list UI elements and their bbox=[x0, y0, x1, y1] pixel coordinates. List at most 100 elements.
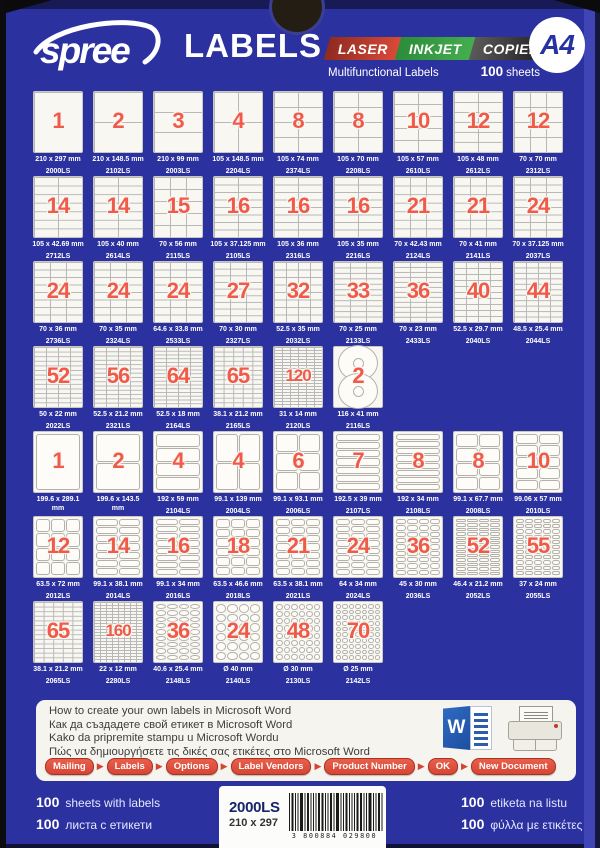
label-cells bbox=[96, 434, 140, 490]
label-card: 24 bbox=[33, 261, 83, 323]
label-size: 99.1 x 139 mm bbox=[214, 496, 262, 503]
label-cells bbox=[456, 519, 500, 575]
label-row: 52 50 x 22 mm 2022LS 56 52.5 x 21.2 mm 2321LS… bbox=[30, 345, 600, 431]
label-cells bbox=[216, 434, 260, 490]
label-size: 99.1 x 38.1 mm bbox=[93, 581, 143, 588]
label-cut-lines bbox=[394, 92, 442, 152]
label-code: 2612LS bbox=[465, 167, 491, 175]
word-icon: W bbox=[443, 706, 492, 750]
label-card: 55 bbox=[513, 516, 563, 578]
label-card: 8 bbox=[453, 431, 503, 493]
label-code: 2036LS bbox=[405, 592, 431, 600]
label-size: 63.5 x 72 mm bbox=[36, 581, 80, 588]
label-size: 105 x 40 mm bbox=[97, 241, 139, 248]
label-size: 99.1 x 67.7 mm bbox=[453, 496, 503, 503]
label-cells bbox=[336, 434, 380, 490]
label-format-2024LS: 24 64 x 34 mm 2024LS bbox=[330, 516, 386, 601]
label-cut-lines bbox=[34, 347, 82, 407]
label-cut-lines bbox=[514, 92, 562, 152]
label-size: 192.5 x 39 mm bbox=[334, 496, 382, 503]
label-code: 2165LS bbox=[225, 422, 251, 430]
label-code: 2012LS bbox=[45, 592, 71, 600]
label-card: 12 bbox=[33, 516, 83, 578]
label-card: 21 bbox=[453, 176, 503, 238]
label-count: 52 bbox=[466, 532, 490, 558]
label-format-2052LS: 52 46.4 x 21.2 mm 2052LS bbox=[450, 516, 506, 601]
label-count: 14 bbox=[46, 192, 70, 218]
label-format-2105LS: 16 105 x 37.125 mm 2105LS bbox=[210, 176, 266, 261]
label-size: 45 x 30 mm bbox=[399, 581, 437, 588]
label-count: 4 bbox=[172, 447, 184, 473]
label-code: 2040LS bbox=[465, 337, 491, 345]
label-card: 15 bbox=[153, 176, 203, 238]
label-format-2018LS: 18 63.5 x 46.6 mm 2018LS bbox=[210, 516, 266, 601]
label-code: 2133LS bbox=[345, 337, 371, 345]
label-count: 4 bbox=[232, 107, 244, 133]
label-cut-lines bbox=[94, 347, 142, 407]
label-cells bbox=[396, 519, 440, 575]
word-document-icon bbox=[470, 706, 492, 750]
label-count: 24 bbox=[526, 192, 550, 218]
label-count: 40 bbox=[466, 277, 490, 303]
label-code: 2018LS bbox=[225, 592, 251, 600]
step-arrow-icon: ▶ bbox=[460, 761, 468, 771]
label-count: 160 bbox=[105, 621, 131, 641]
label-count: 27 bbox=[226, 277, 250, 303]
label-format-2037LS: 24 70 x 37.125 mm 2037LS bbox=[510, 176, 566, 261]
label-count: 1 bbox=[52, 107, 64, 133]
step-product-number: Product Number bbox=[324, 758, 415, 775]
label-format-2008LS: 8 99.1 x 67.7 mm 2008LS bbox=[450, 431, 506, 516]
barcode: 3 800884 029800 bbox=[283, 786, 386, 848]
label-card: 36 bbox=[393, 261, 443, 323]
label-format-2148LS: 36 40.6 x 25.4 mm 2148LS bbox=[150, 601, 206, 686]
label-size: 64.6 x 33.8 mm bbox=[153, 326, 203, 333]
label-cut-lines bbox=[94, 262, 142, 322]
label-card: 8 bbox=[333, 91, 383, 153]
label-cut-lines bbox=[274, 92, 322, 152]
label-size: 210 x 297 mm bbox=[35, 156, 81, 163]
step-label-vendors: Label Vendors bbox=[230, 758, 312, 775]
label-code: 2321LS bbox=[105, 422, 131, 430]
label-code: 2115LS bbox=[165, 252, 191, 260]
label-size: 63.5 x 46.6 mm bbox=[213, 581, 263, 588]
label-format-2044LS: 44 48.5 x 25.4 mm 2044LS bbox=[510, 261, 566, 346]
product-code: 2000LS bbox=[229, 799, 280, 816]
label-count: 36 bbox=[406, 532, 430, 558]
label-card: 16 bbox=[273, 176, 323, 238]
label-cut-lines bbox=[334, 92, 382, 152]
label-code: 2312LS bbox=[525, 167, 551, 175]
label-cut-lines bbox=[394, 262, 442, 322]
label-code: 2006LS bbox=[285, 507, 311, 515]
sheet-count-line: 100 φύλλα με ετικέτες bbox=[461, 816, 583, 832]
label-cut-lines bbox=[34, 262, 82, 322]
label-size: 105 x 48 mm bbox=[457, 156, 499, 163]
label-format-2312LS: 12 70 x 70 mm 2312LS bbox=[510, 91, 566, 176]
label-format-2610LS: 10 105 x 57 mm 2610LS bbox=[390, 91, 446, 176]
label-format-2116LS: 2 116 x 41 mm 2116LS bbox=[330, 345, 386, 431]
label-format-2140LS: 24 Ø 40 mm 2140LS bbox=[210, 601, 266, 686]
product-title: LABELS bbox=[184, 27, 322, 64]
label-card: 18 bbox=[213, 516, 263, 578]
label-cut-lines bbox=[154, 262, 202, 322]
label-format-2036LS: 36 45 x 30 mm 2036LS bbox=[390, 516, 446, 601]
label-count: 21 bbox=[466, 192, 490, 218]
label-count: 15 bbox=[166, 192, 190, 218]
label-cut-lines bbox=[214, 177, 262, 237]
label-code: 2052LS bbox=[465, 592, 491, 600]
label-cut-lines bbox=[34, 177, 82, 237]
label-size: 48.5 x 25.4 mm bbox=[513, 326, 563, 333]
label-cut-lines bbox=[334, 177, 382, 237]
label-count: 36 bbox=[406, 277, 430, 303]
label-size: 38.1 x 21.2 mm bbox=[33, 666, 83, 673]
label-card: 65 bbox=[33, 601, 83, 663]
label-card: 44 bbox=[513, 261, 563, 323]
label-format-2133LS: 33 70 x 25 mm 2133LS bbox=[330, 261, 386, 346]
label-count: 36 bbox=[166, 617, 190, 643]
sheet-count-line: 100 sheets with labels bbox=[36, 794, 161, 810]
label-count: 16 bbox=[166, 532, 190, 558]
label-cells bbox=[456, 434, 500, 490]
label-count: 4 bbox=[232, 447, 244, 473]
label-count: 6 bbox=[292, 447, 304, 473]
label-card: 27 bbox=[213, 261, 263, 323]
